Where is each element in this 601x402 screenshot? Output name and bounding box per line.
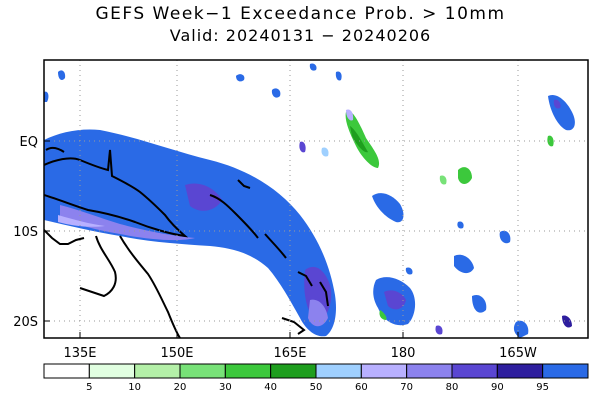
lon-label-165e: 165E	[273, 346, 306, 361]
colorbar-swatch	[406, 363, 453, 379]
prob-cell-north-2	[271, 88, 281, 98]
colorbar-label: 50	[310, 382, 323, 393]
lat-label-10s: 10S	[13, 225, 38, 240]
prob-cell-east-1	[372, 193, 404, 223]
prob-cell-green-2	[439, 175, 447, 185]
prob-cell-east-5-core	[384, 290, 406, 310]
map-frame	[43, 59, 589, 339]
colorbar-label: 20	[174, 382, 187, 393]
prob-cell-sky-1	[321, 147, 329, 157]
prob-cell-east-9	[562, 315, 572, 328]
prob-cell-east-2	[457, 221, 464, 229]
prob-cell-east-7	[435, 325, 443, 335]
prob-cell-small-1	[299, 141, 306, 153]
gridlines	[44, 60, 588, 338]
prob-region-purple-1	[185, 183, 222, 211]
prob-cell-east-10	[405, 267, 413, 275]
prob-region-edge-1	[60, 205, 195, 241]
lon-label-180: 180	[391, 346, 416, 361]
colorbar: 5 10 20 30 40 50 60 70 80 90 95	[43, 363, 589, 393]
colorbar-label: 10	[128, 382, 141, 393]
colorbar-label: 40	[264, 382, 277, 393]
colorbar-label: 90	[491, 382, 504, 393]
lon-label-150e: 150E	[160, 346, 193, 361]
colorbar-label: 5	[86, 382, 92, 393]
prob-cell-east-6	[472, 294, 487, 313]
colorbar-swatch	[542, 363, 589, 379]
prob-cell-right-1-core	[553, 99, 561, 109]
colorbar-swatch	[134, 363, 181, 379]
colorbar-swatch	[496, 363, 544, 379]
prob-cell-north-1	[236, 74, 245, 82]
colorbar-swatch	[315, 363, 362, 379]
map-subtitle: Valid: 20240131 − 20240206	[169, 26, 432, 45]
prob-cell-right-2	[547, 135, 554, 147]
prob-cell-north-3	[309, 63, 317, 71]
prob-region-main	[44, 129, 336, 337]
colorbar-swatch	[43, 363, 90, 379]
lat-label-eq: EQ	[20, 135, 38, 150]
colorbar-swatch	[270, 363, 317, 379]
prob-cell-east-5-green	[379, 310, 387, 320]
colorbar-label: 60	[355, 382, 368, 393]
colorbar-swatch	[224, 363, 272, 379]
colorbar-swatch	[179, 363, 226, 379]
colorbar-label: 95	[536, 382, 549, 393]
axis-ticks	[44, 140, 519, 338]
prob-cell-green-1-core	[350, 126, 368, 153]
prob-cell-north-4	[335, 71, 342, 81]
map-title: GEFS Week−1 Exceedance Prob. > 10mm	[95, 4, 506, 24]
prob-cell-green-3	[458, 167, 472, 184]
colorbar-label: 80	[446, 382, 459, 393]
colorbar-swatch	[451, 363, 498, 379]
prob-cell-green-1	[345, 111, 380, 168]
prob-cell-northwest	[58, 70, 66, 80]
lon-label-165w: 165W	[499, 346, 537, 361]
prob-cell-west-edge	[44, 91, 49, 102]
lat-label-20s: 20S	[13, 315, 38, 330]
prob-region-purple-3	[308, 299, 328, 327]
prob-cell-purple-1	[346, 109, 354, 121]
colorbar-swatch	[88, 363, 136, 379]
lon-label-135e: 135E	[63, 346, 96, 361]
prob-cell-east-3	[499, 230, 511, 244]
prob-region-edge-2	[58, 215, 105, 227]
colorbar-label: 30	[219, 382, 232, 393]
prob-cell-east-4	[454, 254, 474, 274]
colorbar-swatch	[360, 363, 408, 379]
colorbar-label: 70	[400, 382, 413, 393]
